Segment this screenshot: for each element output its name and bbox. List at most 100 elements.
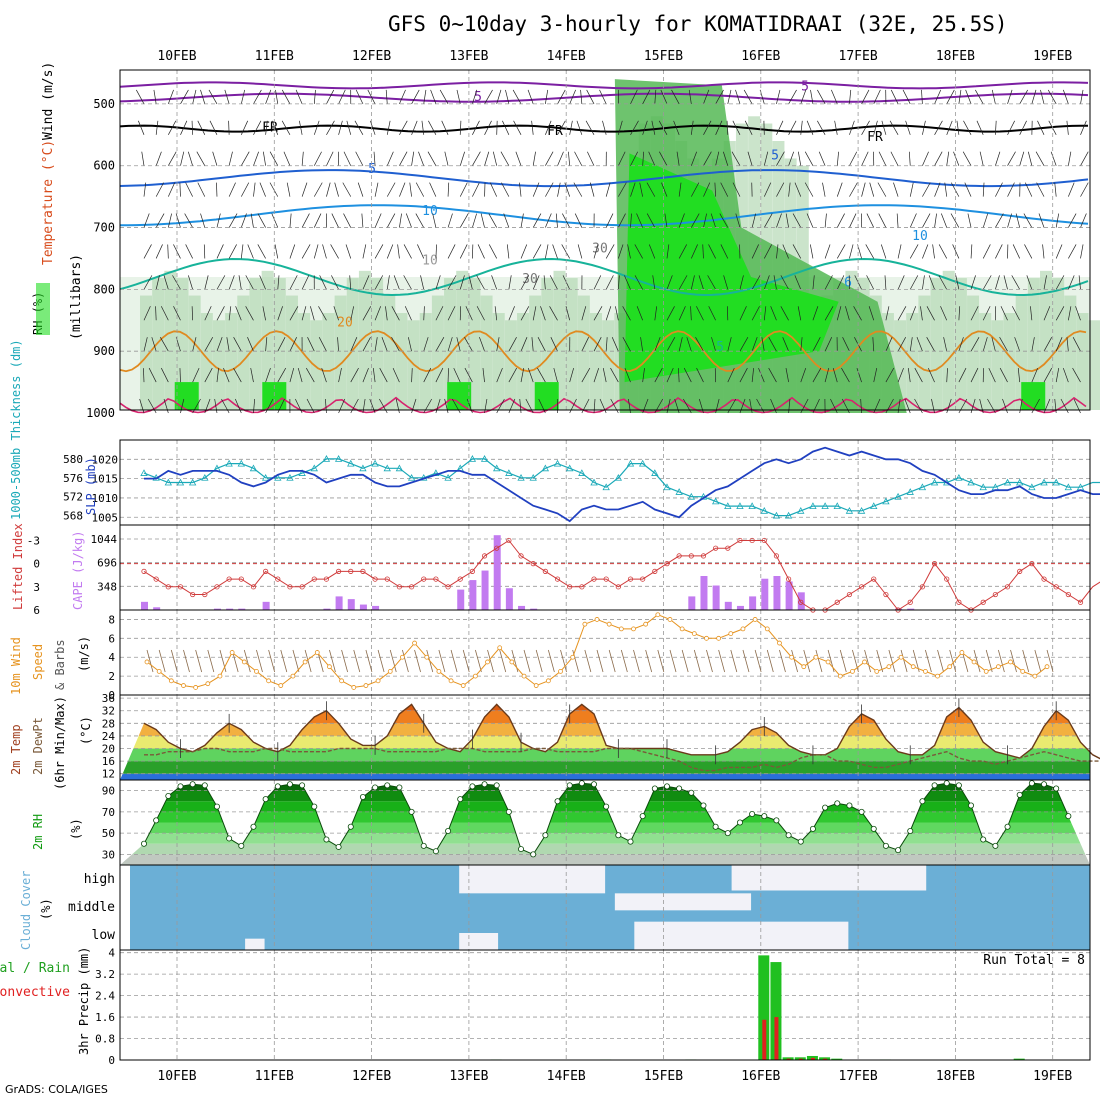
wind-barb <box>934 120 943 135</box>
li-point <box>1029 561 1035 567</box>
li-point <box>713 545 719 551</box>
wind-barb <box>1063 367 1069 383</box>
wind-barb <box>1072 337 1081 352</box>
li-point <box>567 584 573 590</box>
wind-barb <box>557 182 561 197</box>
cape-bar <box>907 608 915 610</box>
wind-barb <box>788 120 797 135</box>
rh-fill-mid <box>468 278 481 410</box>
wind-barb <box>265 89 272 105</box>
wind-barb <box>896 213 899 228</box>
wind-barb <box>247 244 254 259</box>
wind-barb <box>374 244 384 259</box>
wind-barb <box>691 182 700 197</box>
li-point <box>421 576 427 582</box>
wind-speed-point <box>983 668 989 674</box>
wind-barb <box>192 398 201 414</box>
contour-label: 5 <box>716 340 724 355</box>
wind-barb <box>508 367 517 383</box>
rh-point <box>1053 785 1060 792</box>
wind-barb <box>265 337 268 352</box>
wind-barb <box>666 275 673 290</box>
wind-barb <box>797 306 802 321</box>
wind-barb <box>580 89 583 104</box>
wind-barb <box>824 275 833 290</box>
wind-barb <box>618 244 624 259</box>
wind-barb <box>191 306 193 321</box>
li-point <box>834 599 840 605</box>
wind-barb <box>785 368 789 383</box>
wind-barb <box>958 306 961 321</box>
wind-barb <box>618 182 627 197</box>
wind-barb <box>151 337 157 352</box>
wind-barb <box>654 89 657 104</box>
wind-barb <box>952 244 960 259</box>
wind-barb <box>744 120 753 135</box>
ylabel-temp-unit: (°C) <box>79 716 93 745</box>
wind-barb-10m <box>949 649 957 673</box>
wind-barb <box>386 213 396 228</box>
wind-barb <box>836 244 846 259</box>
wind-barb <box>519 182 522 197</box>
wind-barb <box>301 213 310 228</box>
wind-barb <box>788 89 797 105</box>
rh-point <box>530 851 537 858</box>
wind-barb <box>812 275 815 290</box>
cape-bar <box>372 605 380 610</box>
wind-barb <box>216 275 226 290</box>
cape-bar <box>749 596 757 610</box>
wind-barb <box>228 213 238 228</box>
wind-barb <box>313 213 322 228</box>
wind-barb <box>447 182 450 197</box>
wind-barb <box>160 306 169 321</box>
precip-total-bar <box>758 955 770 1060</box>
wind-barb-10m <box>414 649 421 673</box>
li-point <box>956 599 962 605</box>
wind-barb <box>732 120 741 135</box>
wind-barb <box>167 213 172 228</box>
wind-speed-point <box>1008 659 1013 665</box>
cape-bar <box>736 605 744 610</box>
ytick: 800 <box>93 282 115 296</box>
wind-barb <box>196 151 206 166</box>
wind-barb <box>532 275 540 290</box>
thickness-point <box>882 497 890 505</box>
wind-barb <box>1002 398 1008 414</box>
wind-barb <box>520 244 528 259</box>
ylabel-temperature: Temperature (°C) <box>41 140 56 265</box>
wind-barb <box>228 306 232 321</box>
wind-barb <box>472 151 481 166</box>
wind-barb-10m <box>973 649 981 673</box>
wind-barb <box>346 120 352 135</box>
rh-point <box>542 832 549 839</box>
wind-barb <box>192 367 200 383</box>
rh-band <box>120 822 1090 834</box>
wind-barb <box>618 120 623 135</box>
li-tick: 0 <box>33 558 40 571</box>
wind-barb <box>763 244 773 259</box>
wind-barb <box>970 337 980 352</box>
thickness-point <box>1003 478 1012 486</box>
wind-barb <box>313 244 319 259</box>
wind-speed-point <box>862 659 867 665</box>
wind-barb <box>593 306 603 321</box>
wind-barb <box>532 213 542 228</box>
precip-total-bar <box>794 1057 806 1060</box>
wind-barb <box>480 213 485 228</box>
wind-barb <box>995 213 1004 228</box>
wind-barb <box>922 120 926 135</box>
wind-barb <box>143 213 150 228</box>
wind-barb <box>428 120 437 135</box>
wind-barb <box>999 367 1008 383</box>
date-label-top: 14FEB <box>547 49 586 64</box>
rh-fill-mid <box>602 320 615 410</box>
wind-barb <box>326 89 335 105</box>
wind-barb <box>574 151 583 166</box>
wind-tick: 6 <box>108 632 115 645</box>
wind-barb <box>136 89 145 105</box>
cloud-background <box>130 865 1090 950</box>
wind-speed-point <box>497 645 503 651</box>
wind-barb <box>274 244 279 259</box>
date-label-top: 13FEB <box>449 49 488 64</box>
wind-barb <box>411 120 418 135</box>
